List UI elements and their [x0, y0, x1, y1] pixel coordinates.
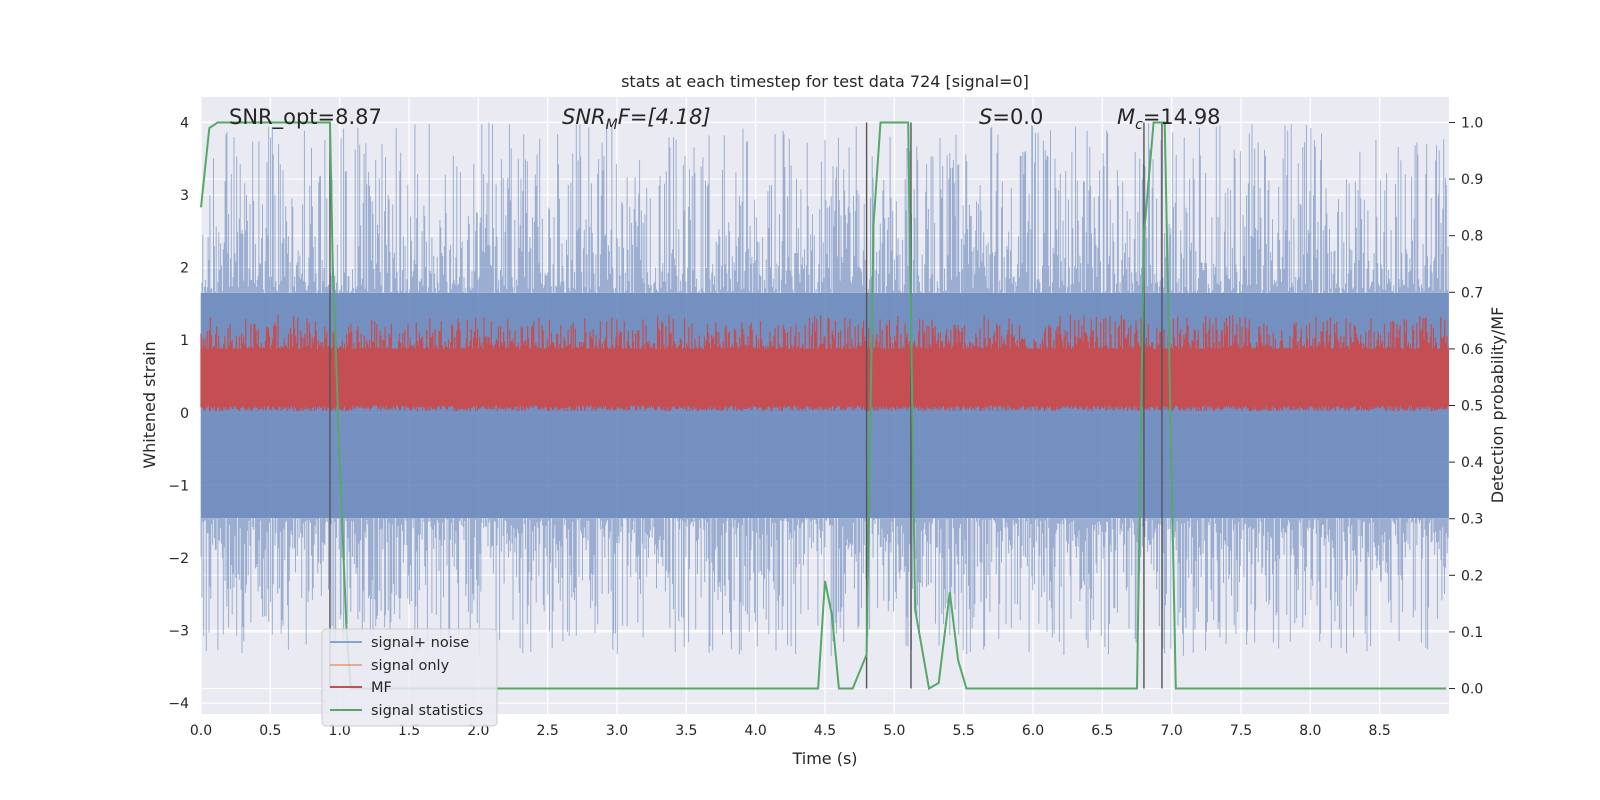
x-tick-label-13: 6.5: [1091, 723, 1113, 739]
annotation-mc-var: M: [1117, 105, 1135, 129]
x-tick-label-17: 8.5: [1369, 723, 1391, 739]
vertical-markers: [329, 122, 1163, 689]
x-tick-label-3: 1.5: [398, 723, 420, 739]
y-axis-label: Whitened strain: [140, 341, 159, 468]
y-tick-label-0: 4: [180, 115, 189, 131]
annotation-snr-mf-prefix: SNR: [562, 105, 606, 129]
y2-axis-ticks: 1.0 0.9 0.8 0.7 0.6 0.5 0.4 0.3 0.2 0.1 0.0: [1449, 115, 1483, 698]
y-tick-label-1: 3: [180, 188, 189, 204]
annotation-snr-opt: SNR_opt=8.87: [229, 105, 382, 130]
signal-statistics-line: [200, 121, 1447, 691]
x-tick-label-0: 0.0: [190, 723, 212, 739]
legend: signal+ noise signal only MF signal stat…: [321, 628, 498, 727]
y2-tick-label-8: 0.2: [1461, 568, 1483, 584]
y-axis-ticks: 4 3 2 1 0 −1 −2 −3 −4: [168, 115, 189, 712]
x-tick-label-15: 7.5: [1230, 723, 1252, 739]
legend-label-noise: signal+ noise: [371, 635, 469, 651]
x-tick-label-1: 0.5: [259, 723, 281, 739]
y2-axis-label: Detection probability/MF: [1488, 307, 1507, 504]
annotation-snr-mf: SNRMF=[4.18]: [562, 105, 711, 133]
mf-series: [200, 315, 1449, 412]
x-tick-label-11: 5.5: [953, 723, 975, 739]
legend-label-signal-statistics: signal statistics: [371, 703, 483, 719]
legend-label-mf: MF: [371, 680, 392, 696]
x-tick-label-7: 3.5: [675, 723, 697, 739]
annotation-mc-sub: c: [1135, 117, 1143, 133]
annotation-mc: Mc=14.98: [1117, 105, 1221, 133]
x-tick-label-9: 4.5: [814, 723, 836, 739]
legend-label-signal-only: signal only: [371, 658, 450, 674]
y-tick-label-4: 0: [180, 406, 189, 422]
y2-tick-label-3: 0.7: [1461, 285, 1483, 301]
x-tick-label-8: 4.0: [745, 723, 767, 739]
x-tick-label-16: 8.0: [1299, 723, 1321, 739]
y2-tick-label-4: 0.6: [1461, 342, 1483, 358]
x-tick-label-14: 7.0: [1161, 723, 1183, 739]
x-tick-label-10: 5.0: [883, 723, 905, 739]
y2-tick-label-9: 0.1: [1461, 625, 1483, 641]
x-tick-label-6: 3.0: [606, 723, 628, 739]
y-tick-label-5: −1: [168, 478, 189, 494]
annotation-snr-mf-sub: M: [606, 117, 618, 133]
annotation-mc-value: =14.98: [1143, 105, 1221, 129]
y2-tick-label-1: 0.9: [1461, 172, 1483, 188]
legend-box: [321, 628, 498, 727]
x-axis-label: Time (s): [791, 749, 857, 768]
annotation-s-var: S: [979, 105, 992, 129]
y-tick-label-3: 1: [180, 333, 189, 349]
y2-tick-label-7: 0.3: [1461, 512, 1483, 528]
y-tick-label-6: −2: [168, 551, 189, 567]
x-axis-ticks: 0.0 0.5 1.0 1.5 2.0 2.5 3.0 3.5 4.0 4.5 5.0 5.5 6.0 6…: [190, 723, 1391, 739]
x-tick-label-2: 1.0: [329, 723, 351, 739]
y2-tick-label-5: 0.5: [1461, 399, 1483, 415]
annotation-snr-mf-suffix: F=[4.18]: [618, 105, 711, 129]
y2-tick-label-2: 0.8: [1461, 229, 1483, 245]
x-tick-label-4: 2.0: [467, 723, 489, 739]
y2-tick-label-10: 0.0: [1461, 682, 1483, 698]
annotation-s: S=0.0: [979, 105, 1043, 129]
y2-tick-label-0: 1.0: [1461, 115, 1483, 131]
annotation-s-value: =0.0: [992, 105, 1043, 129]
chart-title: stats at each timestep for test data 724…: [621, 72, 1029, 91]
y-tick-label-2: 2: [180, 261, 189, 277]
mf-trace: [200, 315, 1449, 412]
y-tick-label-7: −3: [168, 624, 189, 640]
y2-tick-label-6: 0.4: [1461, 455, 1483, 471]
y-tick-label-8: −4: [168, 696, 189, 712]
x-tick-label-12: 6.0: [1022, 723, 1044, 739]
signal-statistics-series: [200, 121, 1447, 691]
x-tick-label-5: 2.5: [537, 723, 559, 739]
